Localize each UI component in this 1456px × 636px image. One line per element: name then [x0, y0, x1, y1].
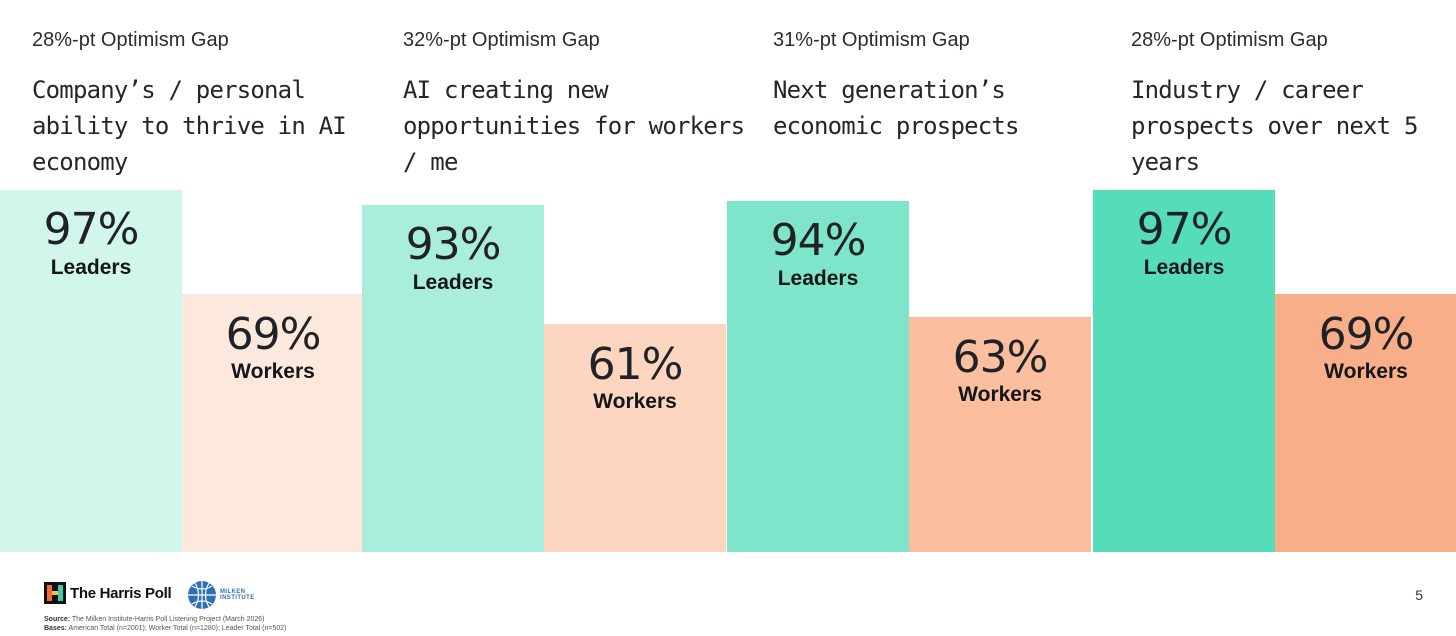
bar-category-label: Workers [1324, 360, 1408, 383]
bar-value-label: 93% [405, 219, 502, 270]
bar-category-label: Workers [958, 383, 1042, 406]
bar-value-label: 61% [587, 339, 684, 390]
chart-title: Industry / career prospects over next 5 … [1131, 76, 1418, 176]
milken-institute-logo: MILKEN INSTITUTE [187, 580, 255, 610]
chart-group-2: 32%-pt Optimism Gap AI creating new oppor… [362, 0, 745, 552]
source-label: Source: [44, 616, 71, 623]
milken-brand-line1: MILKEN [220, 589, 246, 595]
page-number: 5 [1415, 587, 1423, 603]
optimism-gap-label: 28%-pt Optimism Gap [32, 29, 229, 51]
bar-value-label: 97% [43, 204, 140, 255]
bar-leaders: 93% Leaders [362, 205, 544, 552]
bar-value-label: 69% [225, 309, 322, 360]
bar-workers: 61% Workers [544, 324, 726, 552]
bar-category-label: Leaders [777, 267, 859, 290]
chart-group-3: 31%-pt Optimism Gap Next generation’s eco… [727, 0, 1091, 552]
bar-leaders: 97% Leaders [1093, 190, 1275, 552]
bar-workers: 69% Workers [182, 294, 364, 552]
milken-globe-icon [188, 581, 216, 609]
chart-group-4: 28%-pt Optimism Gap Industry / career pro… [1093, 0, 1456, 552]
bar-category-label: Workers [231, 360, 315, 383]
source-text: The Milken Institute-Harris Poll Listeni… [71, 616, 265, 623]
bar-value-label: 94% [770, 215, 867, 266]
chart-title: Next generation’s economic prospects [773, 76, 1019, 140]
bar-workers: 63% Workers [909, 317, 1091, 552]
bar-value-label: 63% [952, 332, 1049, 383]
bar-category-label: Leaders [50, 256, 132, 279]
bar-category-label: Workers [593, 390, 677, 413]
bar-category-label: Leaders [1143, 256, 1225, 279]
milken-brand-line2: INSTITUTE [220, 595, 255, 601]
optimism-gap-label: 31%-pt Optimism Gap [773, 29, 970, 51]
bar-leaders: 94% Leaders [727, 201, 909, 552]
bar-value-label: 97% [1136, 204, 1233, 255]
bar-workers: 69% Workers [1275, 294, 1456, 552]
harris-poll-mark-icon [44, 582, 66, 604]
optimism-gap-label: 28%-pt Optimism Gap [1131, 29, 1328, 51]
bar-value-label: 69% [1318, 309, 1415, 360]
bar-category-label: Leaders [412, 271, 494, 294]
chart-title: AI creating new opportunities for worker… [403, 76, 745, 176]
harris-poll-logo: The Harris Poll [44, 582, 172, 604]
bar-leaders: 97% Leaders [0, 190, 182, 552]
chart-group-1: 28%-pt Optimism Gap Company’s / personal … [0, 0, 364, 552]
bases-label: Bases: [44, 625, 67, 632]
optimism-gap-label: 32%-pt Optimism Gap [403, 29, 600, 51]
chart-title: Company’s / personal ability to thrive i… [32, 76, 347, 176]
bases-text: American Total (n=2001); Worker Total (n… [68, 625, 287, 632]
source-note: Source: The Milken Institute-Harris Poll… [44, 615, 287, 633]
harris-poll-brand: The Harris Poll [70, 584, 172, 602]
